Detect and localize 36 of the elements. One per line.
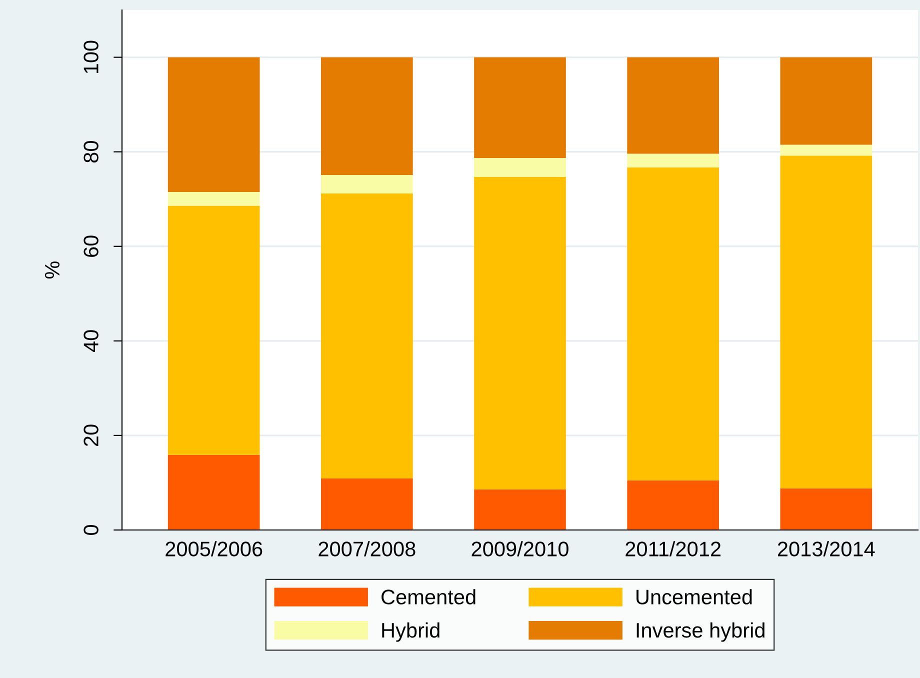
- bar: [780, 488, 872, 530]
- legend-label: Hybrid: [382, 622, 440, 642]
- y-axis-title: %: [44, 261, 60, 279]
- x-tick-label: 2011/2012: [626, 541, 721, 556]
- y-tick-label: 60: [84, 236, 98, 257]
- y-tick-label: 40: [84, 330, 98, 352]
- legend-label: Inverse hybrid: [636, 622, 764, 642]
- bar: [321, 57, 413, 175]
- bar: [168, 454, 260, 530]
- bar: [168, 206, 260, 455]
- x-tick-label: 2009/2010: [472, 541, 568, 556]
- y-tick-label: 100: [84, 40, 98, 74]
- bar: [627, 167, 719, 480]
- bar: [168, 57, 260, 192]
- y-tick-label: 0: [84, 525, 98, 535]
- bar: [321, 478, 413, 530]
- x-tick-label: 2013/2014: [778, 541, 875, 556]
- bar: [474, 57, 566, 158]
- bar: [321, 193, 413, 478]
- y-tick-label: 80: [84, 141, 98, 162]
- bar: [474, 158, 566, 177]
- bar: [780, 144, 872, 156]
- x-tick-label: 2007/2008: [318, 541, 416, 556]
- bar: [627, 57, 719, 154]
- bar: [627, 154, 719, 168]
- x-tick-label: 2005/2006: [166, 541, 262, 556]
- bar: [780, 156, 872, 488]
- y-tick-label: 20: [84, 424, 98, 446]
- legend-label: Cemented: [382, 589, 476, 604]
- bar: [780, 57, 872, 145]
- bar: [474, 176, 566, 490]
- bar: [474, 489, 566, 530]
- bar: [321, 174, 413, 194]
- bar: [627, 480, 719, 530]
- legend-label: Uncemented: [636, 589, 752, 604]
- bar: [168, 192, 260, 206]
